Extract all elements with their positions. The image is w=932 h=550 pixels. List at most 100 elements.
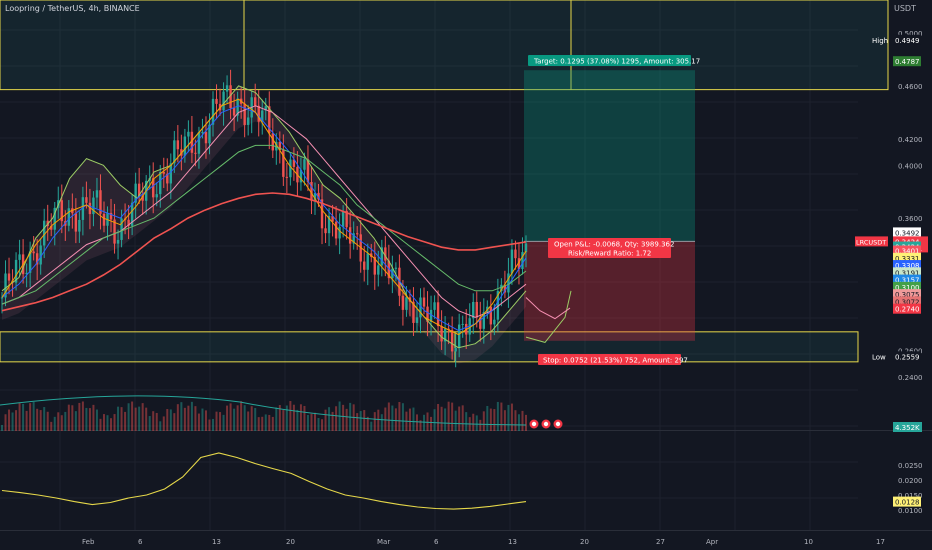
candle-body	[88, 202, 92, 215]
volume-bar	[451, 402, 454, 431]
time-axis[interactable]: Feb 6 13 20 Mar 6 13 20 27 Apr 10 17	[82, 538, 885, 546]
volume-bar	[517, 414, 520, 431]
volume-bar	[183, 407, 186, 431]
volume-bar	[64, 411, 67, 431]
candle-body	[215, 98, 218, 104]
candle-body	[524, 243, 528, 253]
volume-bar	[525, 414, 527, 431]
time-tick-label: Mar	[377, 538, 390, 546]
chart-title: Loopring / TetherUS, 4h, BINANCE	[5, 4, 140, 13]
stop-label[interactable]: Stop: 0.0752 (21.53%) 752, Amount: 297	[538, 354, 688, 365]
price-axis[interactable]: 0.50000.46000.42000.40000.36000.26000.24…	[855, 30, 928, 515]
candle-body	[496, 291, 500, 320]
volume-bar	[373, 412, 376, 431]
volume-bar	[331, 411, 334, 431]
volume-ma	[0, 395, 527, 426]
volume-bar	[247, 411, 250, 431]
candle-body	[317, 192, 320, 200]
candle-body	[327, 215, 331, 234]
volume-bar	[134, 407, 137, 431]
volume-bar	[159, 421, 162, 431]
volume-bar	[289, 401, 292, 431]
volume-bar	[243, 405, 246, 431]
open-pnl-label[interactable]: Open P&L: -0.0068, Qty: 3989.362 Risk/Re…	[548, 238, 674, 258]
indicator-line	[1, 105, 527, 332]
volume-bar	[489, 408, 492, 431]
time-tick-label: 13	[212, 538, 221, 546]
candle-body	[436, 302, 440, 327]
candle-body	[120, 218, 123, 240]
candle-body	[363, 261, 366, 270]
open-pnl-text: Open P&L: -0.0068, Qty: 3989.362	[554, 241, 674, 249]
candle-body	[229, 85, 232, 109]
price-tag-value: 0.3331	[895, 255, 920, 263]
volume-pane	[0, 395, 563, 431]
volume-bar	[187, 405, 190, 431]
volume-bar	[278, 405, 281, 431]
candle-body	[78, 219, 81, 232]
volume-bar	[458, 406, 461, 431]
candle-body	[53, 207, 56, 230]
volume-bar	[81, 401, 84, 431]
candle-body	[482, 312, 485, 329]
volume-bar	[313, 412, 316, 431]
volume-bar	[356, 413, 359, 431]
candle-body	[257, 105, 260, 122]
candle-body	[510, 249, 514, 274]
candle-body	[246, 117, 250, 125]
volume-bar	[475, 415, 478, 431]
price-tick-label: 0.2400	[898, 374, 923, 382]
candle-body	[415, 317, 419, 323]
volume-bar	[268, 414, 271, 431]
volume-bar	[74, 411, 77, 431]
candle-body	[366, 253, 369, 270]
candle-body	[109, 212, 113, 220]
candle-body	[74, 213, 78, 232]
candle-body	[32, 251, 35, 254]
oscillator-line	[1, 452, 527, 510]
volume-bar	[180, 402, 183, 431]
upper-zone	[0, 0, 889, 91]
price-tag-value: 0.4949	[895, 37, 920, 45]
volume-bar	[275, 407, 278, 431]
volume-bar	[138, 406, 141, 431]
volume-bar	[387, 402, 390, 431]
long-position-tool[interactable]	[524, 70, 695, 341]
volume-bar	[296, 409, 299, 431]
indicator-line	[1, 192, 527, 312]
volume-bar	[261, 416, 264, 431]
volume-bar	[264, 414, 267, 431]
volume-bar	[472, 413, 475, 431]
candle-body	[264, 106, 267, 111]
volume-bar	[433, 409, 436, 431]
price-tag-bg	[893, 34, 921, 45]
candle-body	[355, 233, 359, 235]
candle-body	[419, 297, 422, 318]
candle-body	[278, 141, 282, 151]
price-tag-value: 0.3157	[895, 277, 920, 285]
candle-body	[99, 190, 102, 214]
volume-bar	[53, 416, 56, 431]
price-tick-label: 0.5000	[898, 30, 923, 38]
volume-bar	[507, 404, 510, 431]
indicator-line	[1, 105, 527, 318]
candle-body	[303, 159, 306, 170]
volume-bar	[57, 412, 60, 431]
volume-bar	[363, 410, 366, 431]
price-tag-value: 0.3100	[895, 284, 920, 292]
candle-body	[159, 172, 162, 195]
price-tag-bg	[893, 267, 921, 278]
candle-body	[310, 181, 313, 201]
event-marker-dot	[543, 421, 549, 427]
candle-body	[412, 301, 415, 323]
target-label[interactable]: Target: 0.1295 (37.08%) 1295, Amount: 30…	[528, 55, 700, 66]
osc-tag-bg	[893, 496, 921, 507]
candle-body	[514, 249, 517, 259]
candle-body	[197, 132, 201, 154]
candle-body	[289, 159, 292, 178]
volume-bar	[67, 404, 70, 431]
candle-body	[443, 328, 447, 342]
volume-bar	[173, 413, 176, 431]
